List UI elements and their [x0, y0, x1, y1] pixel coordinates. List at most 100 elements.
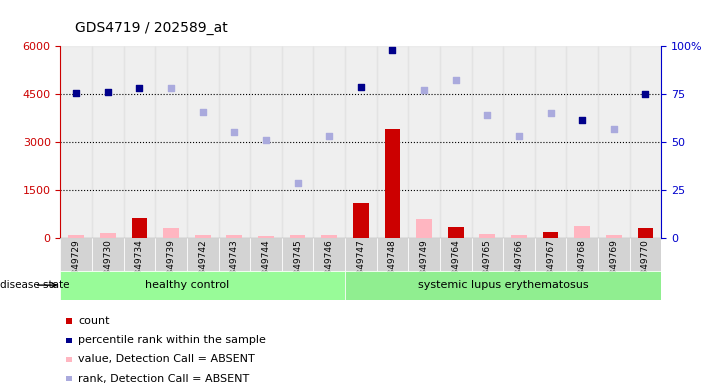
- Bar: [471, 46, 503, 238]
- Bar: [187, 238, 218, 271]
- Text: GSM349746: GSM349746: [325, 239, 333, 294]
- Point: [513, 132, 525, 139]
- Bar: [353, 203, 369, 238]
- Bar: [567, 238, 598, 271]
- Bar: [60, 271, 345, 300]
- Bar: [377, 238, 408, 271]
- Bar: [638, 228, 653, 238]
- Text: GSM349742: GSM349742: [198, 239, 207, 294]
- Text: disease state: disease state: [0, 280, 70, 290]
- Text: percentile rank within the sample: percentile rank within the sample: [78, 335, 267, 345]
- Point: [197, 109, 208, 115]
- Bar: [630, 46, 661, 238]
- Bar: [66, 376, 73, 381]
- Text: GSM349734: GSM349734: [135, 239, 144, 294]
- Point: [134, 85, 145, 91]
- Bar: [630, 238, 661, 271]
- Bar: [440, 46, 471, 238]
- Text: GSM349745: GSM349745: [293, 239, 302, 294]
- Point: [640, 91, 651, 97]
- Bar: [195, 235, 210, 238]
- Bar: [503, 46, 535, 238]
- Text: healthy control: healthy control: [145, 280, 229, 290]
- Bar: [321, 235, 337, 238]
- Bar: [535, 46, 567, 238]
- Text: GSM349730: GSM349730: [103, 239, 112, 294]
- Bar: [314, 46, 345, 238]
- Text: GSM349765: GSM349765: [483, 239, 492, 294]
- Point: [608, 126, 619, 132]
- Bar: [408, 46, 440, 238]
- Point: [387, 47, 398, 53]
- Bar: [66, 338, 73, 343]
- Bar: [282, 238, 314, 271]
- Bar: [448, 227, 464, 238]
- Point: [292, 180, 304, 186]
- Bar: [155, 238, 187, 271]
- Bar: [282, 46, 314, 238]
- Bar: [60, 46, 92, 238]
- Point: [102, 88, 114, 94]
- Text: GSM349739: GSM349739: [166, 239, 176, 294]
- Point: [355, 84, 367, 90]
- Point: [70, 90, 82, 96]
- Bar: [124, 238, 155, 271]
- Bar: [574, 226, 590, 238]
- Point: [229, 129, 240, 136]
- Bar: [92, 46, 124, 238]
- Bar: [503, 238, 535, 271]
- Bar: [66, 357, 73, 362]
- Point: [166, 85, 177, 91]
- Bar: [416, 219, 432, 238]
- Bar: [535, 238, 567, 271]
- Point: [545, 110, 556, 116]
- Bar: [345, 271, 677, 300]
- Bar: [226, 235, 242, 238]
- Bar: [377, 46, 408, 238]
- Text: GSM349769: GSM349769: [609, 239, 619, 294]
- Text: systemic lupus erythematosus: systemic lupus erythematosus: [418, 280, 589, 290]
- Text: GSM349729: GSM349729: [72, 239, 81, 294]
- Point: [260, 137, 272, 144]
- Bar: [345, 46, 377, 238]
- Text: GDS4719 / 202589_at: GDS4719 / 202589_at: [75, 21, 228, 35]
- Bar: [132, 218, 147, 238]
- Bar: [68, 235, 84, 238]
- Bar: [567, 46, 598, 238]
- Point: [450, 76, 461, 83]
- Bar: [511, 235, 527, 238]
- Text: GSM349747: GSM349747: [356, 239, 365, 294]
- Point: [481, 112, 493, 118]
- Bar: [542, 232, 558, 238]
- Text: GSM349748: GSM349748: [388, 239, 397, 294]
- Bar: [289, 235, 306, 238]
- Bar: [606, 235, 621, 238]
- Text: value, Detection Call = ABSENT: value, Detection Call = ABSENT: [78, 354, 255, 364]
- Bar: [598, 238, 630, 271]
- Bar: [218, 238, 250, 271]
- Bar: [250, 238, 282, 271]
- Point: [418, 87, 429, 93]
- Bar: [471, 238, 503, 271]
- Bar: [60, 238, 92, 271]
- Text: GSM349744: GSM349744: [262, 239, 270, 294]
- Bar: [100, 233, 116, 238]
- Text: GSM349743: GSM349743: [230, 239, 239, 294]
- Bar: [479, 234, 496, 238]
- Bar: [92, 238, 124, 271]
- Bar: [314, 238, 345, 271]
- Bar: [218, 46, 250, 238]
- Point: [577, 117, 588, 123]
- Bar: [155, 46, 187, 238]
- Text: GSM349768: GSM349768: [577, 239, 587, 294]
- Text: count: count: [78, 316, 110, 326]
- Bar: [66, 318, 73, 324]
- Bar: [345, 238, 377, 271]
- Bar: [598, 46, 630, 238]
- Text: GSM349770: GSM349770: [641, 239, 650, 294]
- Bar: [408, 238, 440, 271]
- Bar: [440, 238, 471, 271]
- Bar: [385, 129, 400, 238]
- Text: GSM349764: GSM349764: [451, 239, 460, 294]
- Bar: [258, 235, 274, 238]
